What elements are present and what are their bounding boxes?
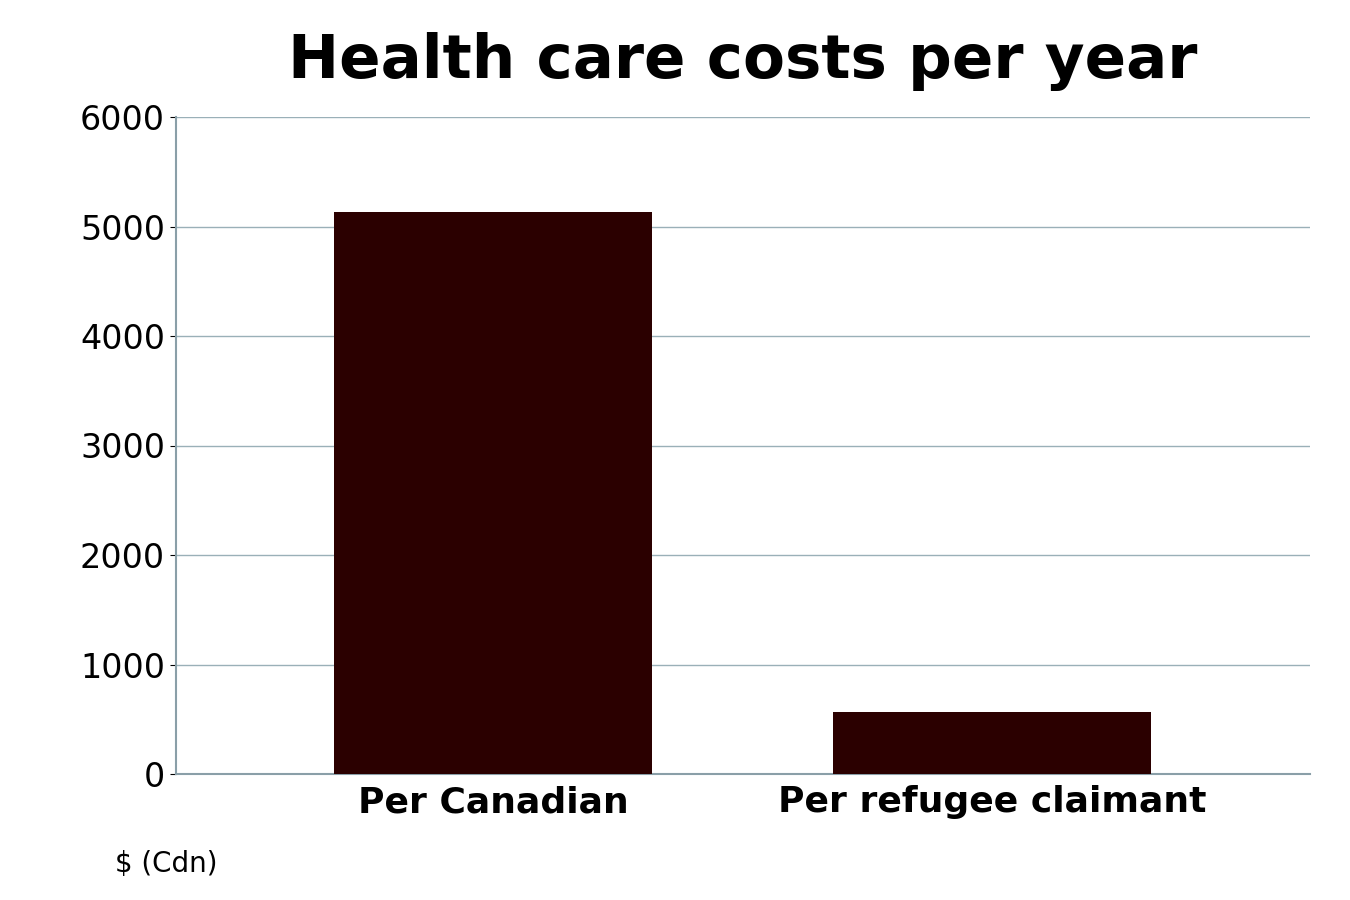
Title: Health care costs per year: Health care costs per year bbox=[288, 32, 1197, 91]
Text: $ (Cdn): $ (Cdn) bbox=[115, 850, 217, 878]
Bar bbox=[833, 712, 1150, 774]
Bar bbox=[335, 212, 652, 774]
